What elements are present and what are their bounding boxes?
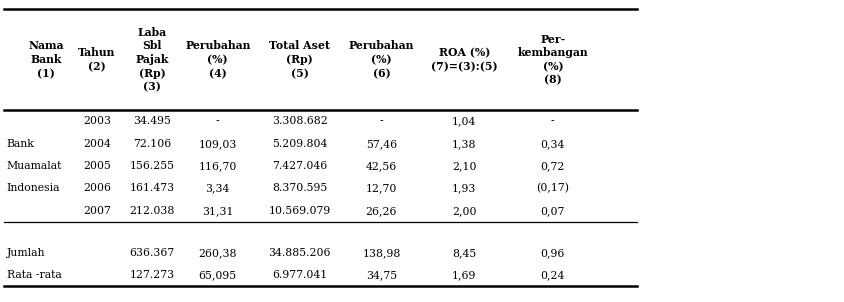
Text: Laba
Sbl
Pajak
(Rp)
(3): Laba Sbl Pajak (Rp) (3) [135, 27, 169, 92]
Text: 0,24: 0,24 [541, 270, 565, 280]
Text: 0,72: 0,72 [541, 161, 565, 171]
Text: 109,03: 109,03 [198, 139, 237, 149]
Text: 138,98: 138,98 [362, 248, 401, 258]
Text: -: - [380, 116, 383, 127]
Text: 31,31: 31,31 [202, 206, 234, 216]
Text: 34.495: 34.495 [133, 116, 170, 127]
Text: Perubahan
(%)
(6): Perubahan (%) (6) [349, 40, 414, 79]
Text: 2,00: 2,00 [452, 206, 477, 216]
Text: 34.885.206: 34.885.206 [268, 248, 331, 258]
Text: 26,26: 26,26 [365, 206, 398, 216]
Text: 1,69: 1,69 [452, 270, 476, 280]
Text: 2007: 2007 [83, 206, 111, 216]
Text: 2006: 2006 [83, 183, 111, 194]
Text: Total Aset
(Rp)
(5): Total Aset (Rp) (5) [269, 40, 330, 79]
Text: -: - [551, 116, 555, 127]
Text: 3,34: 3,34 [206, 183, 230, 194]
Text: 42,56: 42,56 [365, 161, 398, 171]
Text: 1,04: 1,04 [452, 116, 476, 127]
Text: 34,75: 34,75 [366, 270, 397, 280]
Text: 1,93: 1,93 [452, 183, 476, 194]
Text: Per-
kembangan
(%)
(8): Per- kembangan (%) (8) [517, 34, 588, 86]
Text: 636.367: 636.367 [129, 248, 175, 258]
Text: 2005: 2005 [83, 161, 111, 171]
Text: ROA (%)
(7)=(3):(5): ROA (%) (7)=(3):(5) [431, 47, 497, 72]
Text: Perubahan
(%)
(4): Perubahan (%) (4) [185, 40, 251, 79]
Text: (0,17): (0,17) [536, 183, 570, 194]
Text: 0,96: 0,96 [541, 248, 565, 258]
Text: 2003: 2003 [83, 116, 111, 127]
Text: Tahun
(2): Tahun (2) [78, 47, 116, 72]
Text: 12,70: 12,70 [365, 183, 398, 194]
Text: 7.427.046: 7.427.046 [272, 161, 327, 171]
Text: 8.370.595: 8.370.595 [272, 183, 327, 194]
Text: Muamalat: Muamalat [7, 161, 62, 171]
Text: 57,46: 57,46 [366, 139, 397, 149]
Text: 72.106: 72.106 [133, 139, 171, 149]
Text: 2004: 2004 [83, 139, 111, 149]
Text: -: - [216, 116, 219, 127]
Text: Nama
Bank
(1): Nama Bank (1) [29, 40, 64, 79]
Text: 1,38: 1,38 [452, 139, 477, 149]
Text: 116,70: 116,70 [198, 161, 237, 171]
Text: Bank: Bank [7, 139, 35, 149]
Text: 127.273: 127.273 [129, 270, 175, 280]
Text: Rata -rata: Rata -rata [7, 270, 62, 280]
Text: 10.569.079: 10.569.079 [268, 206, 331, 216]
Text: 0,07: 0,07 [541, 206, 565, 216]
Text: 2,10: 2,10 [452, 161, 477, 171]
Text: 161.473: 161.473 [129, 183, 175, 194]
Text: Jumlah: Jumlah [7, 248, 46, 258]
Text: 8,45: 8,45 [452, 248, 476, 258]
Text: 212.038: 212.038 [129, 206, 175, 216]
Text: Indonesia: Indonesia [7, 183, 60, 194]
Text: 0,34: 0,34 [541, 139, 565, 149]
Text: 260,38: 260,38 [198, 248, 237, 258]
Text: 3.308.682: 3.308.682 [272, 116, 327, 127]
Text: 156.255: 156.255 [129, 161, 175, 171]
Text: 65,095: 65,095 [198, 270, 237, 280]
Text: 6.977.041: 6.977.041 [272, 270, 327, 280]
Text: 5.209.804: 5.209.804 [272, 139, 327, 149]
